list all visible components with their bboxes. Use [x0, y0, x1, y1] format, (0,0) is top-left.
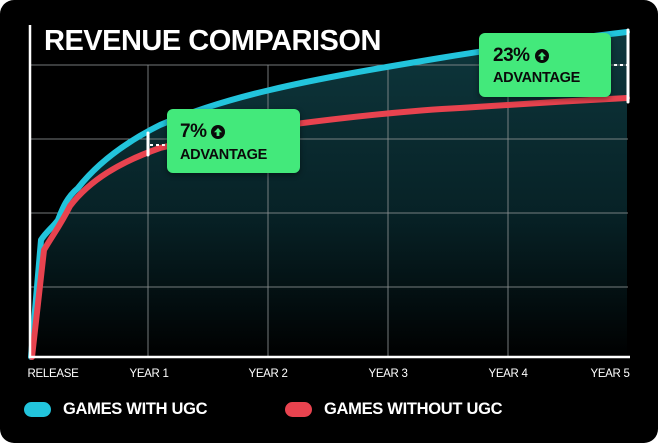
legend-label: GAMES WITHOUT UGC: [324, 400, 503, 418]
x-label-year-5: YEAR 5: [590, 368, 630, 380]
x-label-year-1: YEAR 1: [129, 368, 169, 380]
x-label-release: RELEASE: [27, 368, 79, 380]
gap-marker-year5: [608, 28, 630, 104]
grid-vertical: [147, 65, 509, 357]
chart-title: REVENUE COMPARISON: [44, 25, 381, 57]
x-label-year-3: YEAR 3: [368, 368, 408, 380]
legend-item-games-with-ugc: GAMES WITH UGC: [24, 400, 208, 419]
arrow-up-circle-icon: [534, 49, 549, 63]
callout-year1-advantage: 7% ADVANTAGE: [167, 109, 300, 173]
gap-marker-year1: [146, 131, 168, 157]
legend-label: GAMES WITH UGC: [63, 400, 208, 418]
legend-item-games-without-ugc: GAMES WITHOUT UGC: [285, 400, 503, 419]
callout-label: ADVANTAGE: [493, 70, 580, 86]
arrow-up-circle-icon: [211, 125, 226, 139]
x-label-year-2: YEAR 2: [248, 368, 288, 380]
callout-label: ADVANTAGE: [180, 147, 267, 163]
legend-swatch-cyan: [24, 402, 51, 417]
callout-year5-advantage: 23% ADVANTAGE: [479, 33, 611, 97]
callout-percent: 7%: [180, 121, 207, 142]
line-games-with-ugc: [28, 29, 630, 360]
legend-swatch-red: [285, 402, 312, 417]
area-fill: [31, 32, 627, 357]
x-label-year-4: YEAR 4: [488, 368, 528, 380]
callout-percent: 23%: [493, 45, 530, 66]
